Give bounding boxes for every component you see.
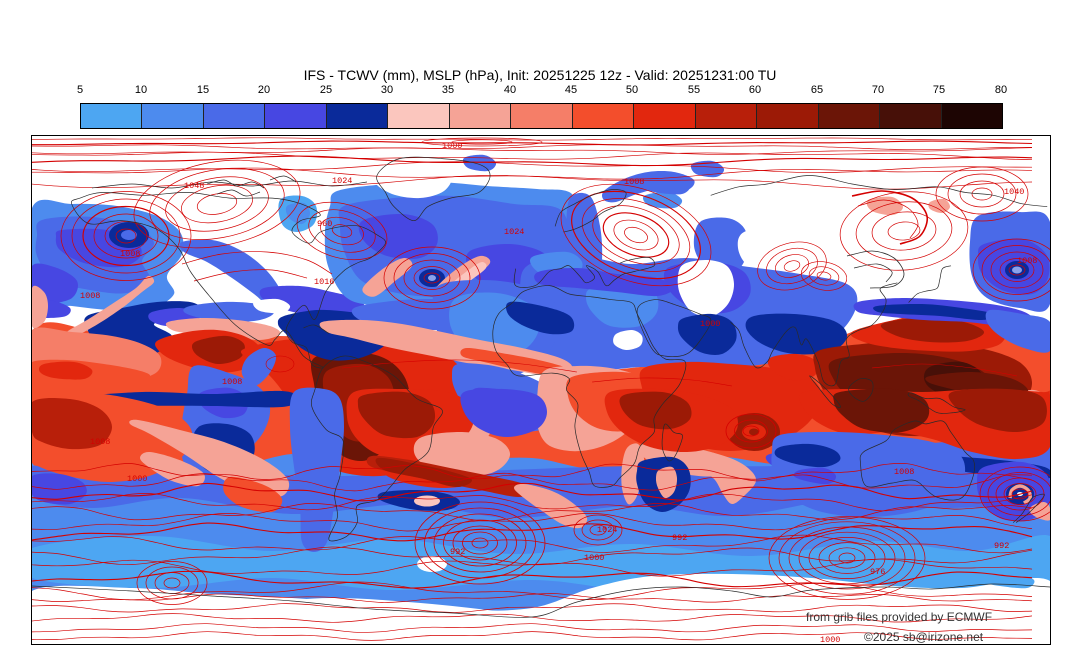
svg-text:1008: 1008	[894, 467, 914, 477]
svg-text:1008: 1008	[80, 291, 100, 301]
svg-text:1008: 1008	[90, 437, 110, 447]
svg-text:1008: 1008	[222, 377, 242, 387]
svg-text:1000: 1000	[820, 635, 840, 644]
svg-text:960: 960	[317, 219, 332, 229]
svg-text:1016: 1016	[314, 277, 334, 287]
svg-text:1024: 1024	[504, 227, 524, 237]
svg-text:1000: 1000	[584, 553, 604, 563]
svg-text:992: 992	[994, 541, 1009, 551]
svg-text:1024: 1024	[597, 525, 617, 535]
svg-text:1000: 1000	[127, 474, 147, 484]
svg-text:1040: 1040	[1004, 187, 1024, 197]
svg-text:1008: 1008	[1017, 256, 1037, 266]
svg-text:1008: 1008	[624, 177, 644, 187]
svg-text:992: 992	[450, 547, 465, 557]
svg-text:1048: 1048	[184, 181, 204, 191]
svg-text:992: 992	[672, 533, 687, 543]
svg-text:1000: 1000	[700, 319, 720, 329]
svg-text:1000: 1000	[442, 141, 462, 151]
svg-text:976: 976	[870, 567, 885, 577]
svg-text:1008: 1008	[120, 249, 140, 259]
svg-text:1024: 1024	[332, 176, 352, 186]
